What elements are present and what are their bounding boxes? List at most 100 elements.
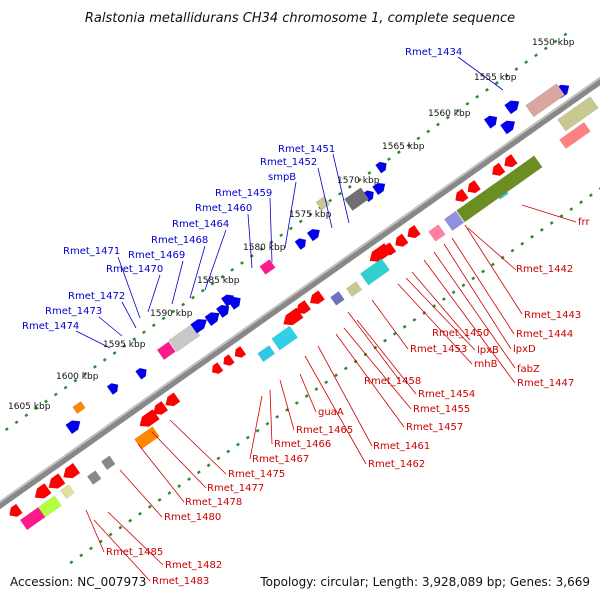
- tick-lower: [328, 198, 333, 203]
- minus-strand-gene-shape: [257, 345, 276, 363]
- minus-strand-gene: [467, 179, 482, 194]
- plus-strand-gene-shape: [525, 83, 566, 118]
- gene-label[interactable]: lpxB: [477, 345, 499, 356]
- minus-strand-gene-shape: [455, 188, 469, 202]
- tick-upper: [422, 311, 427, 315]
- summary-text: Topology: circular; Length: 3,928,089 bp…: [259, 575, 590, 589]
- gene-label[interactable]: Rmet_1457: [406, 422, 463, 433]
- minus-strand-gene: [345, 281, 363, 297]
- tick-upper: [461, 283, 466, 288]
- gene-label[interactable]: Rmet_1480: [164, 512, 221, 523]
- gene-label[interactable]: Rmet_1473: [45, 306, 102, 317]
- leader-line-plus: [284, 181, 297, 249]
- gene-label[interactable]: guaA: [318, 407, 344, 418]
- kbp-marker: 1590 kbp: [150, 309, 193, 319]
- leader-line-minus: [107, 511, 164, 566]
- gene-label[interactable]: Rmet_1474: [22, 321, 79, 332]
- gene-label[interactable]: Rmet_1451: [278, 144, 335, 155]
- gene-label[interactable]: Rmet_1450: [432, 328, 489, 339]
- plus-strand-gene-shape: [259, 259, 276, 275]
- tick-lower: [436, 122, 440, 127]
- plus-strand-gene-shape: [375, 161, 387, 174]
- tick-lower: [259, 247, 264, 252]
- gene-label[interactable]: Rmet_1447: [517, 378, 574, 389]
- gene-label[interactable]: Rmet_1472: [68, 291, 125, 302]
- plus-strand-gene: [344, 187, 370, 211]
- gene-label[interactable]: frr: [578, 217, 590, 228]
- tick-upper: [206, 463, 211, 468]
- plus-strand-gene: [156, 341, 176, 361]
- leader-line-minus: [443, 243, 512, 350]
- gene-label[interactable]: Rmet_1468: [151, 235, 208, 246]
- minus-strand-gene-shape: [443, 210, 465, 231]
- minus-strand-gene: [559, 121, 591, 149]
- plus-strand-labels: Rmet_1434 Rmet_1451 Rmet_1452 smpB Rmet_…: [22, 47, 462, 332]
- gene-label[interactable]: Rmet_1452: [260, 157, 317, 168]
- gene-label[interactable]: Rmet_1462: [368, 459, 425, 470]
- plus-strand-gene-shape: [65, 420, 81, 435]
- leader-line-minus: [451, 237, 515, 335]
- plus-strand-gene: [504, 100, 520, 115]
- tick-upper: [216, 456, 221, 461]
- leader-line-minus: [423, 259, 516, 384]
- gene-label[interactable]: Rmet_1464: [172, 219, 229, 230]
- gene-label[interactable]: Rmet_1467: [252, 454, 309, 465]
- gene-label[interactable]: Rmet_1469: [128, 250, 185, 261]
- tick-upper: [118, 525, 123, 530]
- gene-label[interactable]: Rmet_1442: [516, 264, 573, 275]
- tick-lower: [416, 136, 421, 141]
- gene-label[interactable]: Rmet_1471: [63, 246, 120, 257]
- gene-label[interactable]: Rmet_1454: [418, 389, 475, 400]
- plus-strand-gene-shape: [72, 400, 86, 414]
- gene-label[interactable]: Rmet_1444: [516, 329, 573, 340]
- gene-label[interactable]: Rmet_1459: [215, 188, 272, 199]
- minus-strand-gene: [60, 484, 75, 499]
- tick-upper: [412, 318, 417, 322]
- leader-line-plus: [121, 301, 137, 329]
- minus-strand-gene-shape: [86, 470, 102, 485]
- gene-label[interactable]: smpB: [268, 172, 296, 183]
- leader-line-minus: [411, 271, 471, 341]
- leader-line-minus: [397, 283, 473, 365]
- tick-upper: [481, 269, 485, 274]
- gene-label[interactable]: Rmet_1475: [228, 469, 285, 480]
- minus-strand-gene-shape: [395, 233, 409, 247]
- tick-upper: [530, 234, 534, 239]
- plus-strand-gene: [204, 312, 220, 327]
- tick-lower: [279, 233, 284, 238]
- gene-label[interactable]: Rmet_1485: [106, 547, 163, 558]
- gene-label[interactable]: rnhB: [474, 359, 498, 370]
- gene-label[interactable]: Rmet_1455: [413, 404, 470, 415]
- gene-label[interactable]: Rmet_1458: [364, 376, 421, 387]
- tick-lower: [161, 316, 166, 321]
- gene-label[interactable]: Rmet_1477: [207, 483, 264, 494]
- leader-line-minus: [169, 419, 227, 475]
- gene-label[interactable]: fabZ: [517, 364, 540, 375]
- gene-label[interactable]: Rmet_1465: [296, 425, 353, 436]
- gene-label[interactable]: Rmet_1461: [373, 441, 430, 452]
- minus-strand-gene: [152, 400, 169, 415]
- leader-line-minus: [317, 345, 373, 447]
- tick-upper: [167, 491, 172, 495]
- gene-label[interactable]: Rmet_1466: [274, 439, 331, 450]
- minus-strand-gene-shape: [504, 153, 518, 168]
- leader-line-minus: [464, 224, 523, 315]
- minus-strand-gene: [557, 96, 599, 132]
- tick-lower: [553, 39, 558, 44]
- plus-strand-gene-shape: [294, 238, 307, 251]
- plus-strand-gene: [499, 120, 516, 135]
- tick-lower: [142, 330, 146, 335]
- gene-label[interactable]: Rmet_1482: [165, 560, 222, 571]
- gene-label[interactable]: Rmet_1443: [524, 310, 581, 321]
- minus-strand-gene-shape: [152, 400, 169, 415]
- gene-label[interactable]: Rmet_1478: [185, 497, 242, 508]
- gene-label[interactable]: Rmet_1470: [106, 264, 163, 275]
- gene-label[interactable]: Rmet_1460: [195, 203, 252, 214]
- sequence-backbone: [0, 76, 600, 510]
- gene-label[interactable]: Rmet_1453: [410, 344, 467, 355]
- gene-label[interactable]: Rmet_1483: [152, 576, 209, 587]
- tick-upper: [265, 421, 270, 426]
- plus-strand-gene: [483, 115, 498, 129]
- gene-label[interactable]: lpxD: [513, 344, 536, 355]
- gene-label[interactable]: Rmet_1434: [405, 47, 462, 58]
